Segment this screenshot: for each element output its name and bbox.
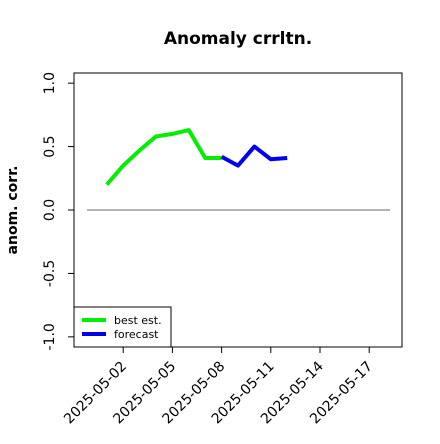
y-tick-label: 0.0: [42, 199, 58, 221]
y-tick-label: 1.0: [42, 72, 58, 94]
y-tick-label: -1.0: [42, 323, 58, 350]
y-tick-label: -0.5: [42, 260, 58, 287]
legend-label: forecast: [114, 328, 159, 341]
legend-label: best est.: [114, 314, 162, 327]
series-line: [220, 144, 288, 168]
y-axis-label: anom. corr.: [5, 166, 21, 255]
chart-title: Anomaly crrltn.: [164, 29, 312, 49]
legend-box: [73, 306, 172, 348]
y-tick-label: 0.5: [42, 135, 58, 157]
series-line: [105, 128, 222, 186]
